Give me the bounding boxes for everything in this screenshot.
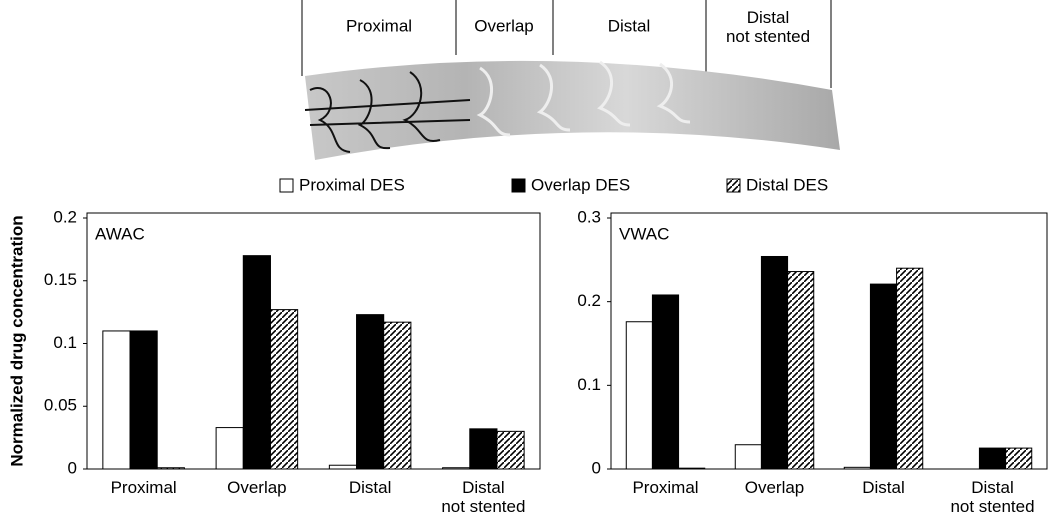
bar	[843, 466, 871, 470]
bar	[625, 321, 653, 470]
panel-label: AWAC	[95, 224, 145, 243]
bar	[442, 467, 471, 470]
legend-label: Distal DES	[746, 175, 828, 194]
x-tick-label: Distal not stented	[441, 478, 526, 516]
bar	[978, 447, 1007, 470]
x-tick-label: Proximal	[632, 478, 699, 497]
x-tick-label: Overlap	[744, 478, 805, 497]
bar	[469, 428, 498, 470]
y-tick-label: 0.2	[53, 207, 77, 226]
segment-label: Proximal	[346, 16, 412, 35]
stent-diagram: Proximal Overlap Distal	[301, 0, 840, 160]
x-tick-label: Distal not stented	[950, 478, 1035, 516]
legend-swatch	[726, 178, 741, 193]
stent-struts	[304, 71, 471, 153]
panel-label: VWAC	[619, 224, 669, 243]
bar	[328, 464, 358, 470]
y-tick-label: 0.2	[577, 291, 601, 310]
y-tick-label: 0	[68, 458, 77, 477]
bar	[1005, 447, 1033, 470]
bar	[651, 294, 680, 470]
stent-struts	[476, 60, 691, 137]
y-tick-label: 0.05	[44, 396, 77, 415]
bar	[242, 255, 271, 470]
bar	[383, 321, 412, 470]
bar	[734, 444, 762, 470]
legend-label: Proximal DES	[299, 175, 405, 194]
bar	[129, 330, 158, 470]
x-tick-label: Proximal	[110, 478, 177, 497]
bar	[787, 271, 815, 470]
plot-frame	[610, 212, 1048, 470]
vessel	[305, 60, 840, 160]
bar	[215, 427, 244, 470]
bar	[102, 330, 131, 470]
segment-label: Distal	[608, 16, 651, 35]
bar	[496, 430, 525, 470]
x-tick-label: Distal	[862, 478, 905, 497]
y-tick-label: 0.1	[53, 333, 77, 352]
legend-label: Overlap DES	[531, 175, 630, 194]
y-tick-label: 0.1	[577, 375, 601, 394]
legend-swatch	[279, 178, 294, 193]
x-tick-label: Distal	[348, 478, 392, 497]
bar	[156, 467, 185, 470]
bar	[760, 255, 789, 470]
segment-label: Distal not stented	[725, 8, 811, 46]
bar	[678, 467, 706, 470]
plot-frame	[86, 212, 541, 470]
y-axis-label: Normalized drug concentration	[7, 215, 26, 466]
x-tick-label: Overlap	[227, 478, 287, 497]
y-tick-label: 0	[592, 458, 601, 477]
segment-label: Overlap	[474, 16, 534, 35]
bar	[356, 314, 385, 470]
bar	[869, 283, 898, 470]
y-tick-label: 0.15	[44, 270, 77, 289]
bar	[269, 309, 299, 470]
legend-swatch	[511, 178, 526, 193]
bar	[896, 267, 924, 470]
y-tick-label: 0.3	[577, 207, 601, 226]
